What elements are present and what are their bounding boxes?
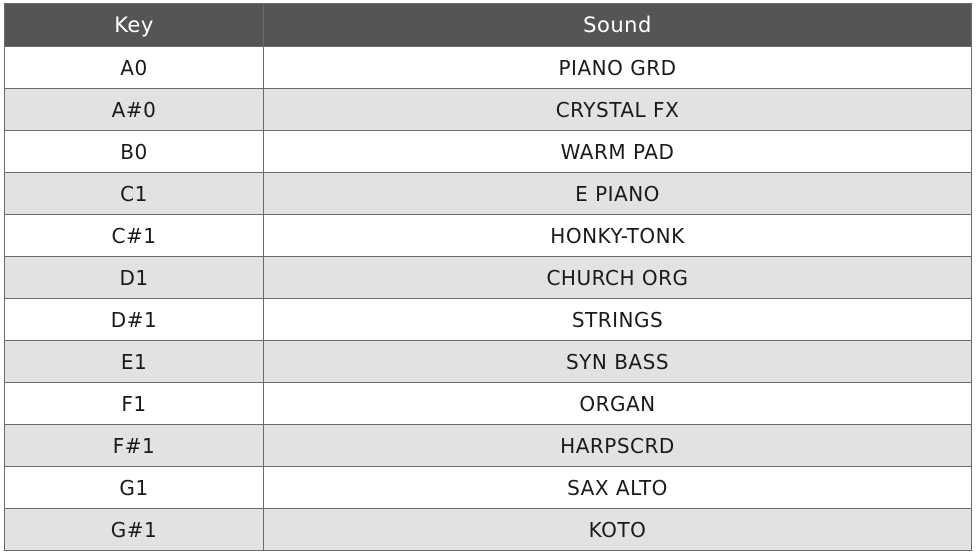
table-row: C1 E PIANO (4, 172, 972, 215)
table-row: G#1 KOTO (4, 508, 972, 551)
table-row: D#1 STRINGS (4, 298, 972, 341)
cell-key: F1 (4, 382, 264, 425)
cell-key: C1 (4, 172, 264, 215)
cell-key: G1 (4, 466, 264, 509)
cell-sound: KOTO (263, 508, 972, 551)
table-row: G1 SAX ALTO (4, 466, 972, 509)
cell-key: D#1 (4, 298, 264, 341)
cell-key: D1 (4, 256, 264, 299)
cell-sound: SAX ALTO (263, 466, 972, 509)
cell-key: A0 (4, 46, 264, 89)
header-sound: Sound (263, 3, 972, 47)
cell-sound: ORGAN (263, 382, 972, 425)
table-row: E1 SYN BASS (4, 340, 972, 383)
header-row: Key Sound (4, 3, 972, 47)
cell-key: E1 (4, 340, 264, 383)
cell-sound: WARM PAD (263, 130, 972, 173)
header-key: Key (4, 3, 264, 47)
cell-sound: SYN BASS (263, 340, 972, 383)
table-row: A0 PIANO GRD (4, 46, 972, 89)
table-row: F1 ORGAN (4, 382, 972, 425)
cell-sound: PIANO GRD (263, 46, 972, 89)
table-row: F#1 HARPSCRD (4, 424, 972, 467)
table-row: B0 WARM PAD (4, 130, 972, 173)
cell-sound: STRINGS (263, 298, 972, 341)
table-row: D1 CHURCH ORG (4, 256, 972, 299)
key-sound-table: Key Sound A0 PIANO GRD A#0 CRYSTAL FX B0 WARM… (4, 3, 972, 551)
cell-sound: HARPSCRD (263, 424, 972, 467)
cell-sound: CRYSTAL FX (263, 88, 972, 131)
cell-key: G#1 (4, 508, 264, 551)
cell-key: A#0 (4, 88, 264, 131)
cell-sound: HONKY-TONK (263, 214, 972, 257)
cell-key: B0 (4, 130, 264, 173)
cell-sound: CHURCH ORG (263, 256, 972, 299)
cell-key: C#1 (4, 214, 264, 257)
cell-key: F#1 (4, 424, 264, 467)
cell-sound: E PIANO (263, 172, 972, 215)
table-row: A#0 CRYSTAL FX (4, 88, 972, 131)
table-row: C#1 HONKY-TONK (4, 214, 972, 257)
